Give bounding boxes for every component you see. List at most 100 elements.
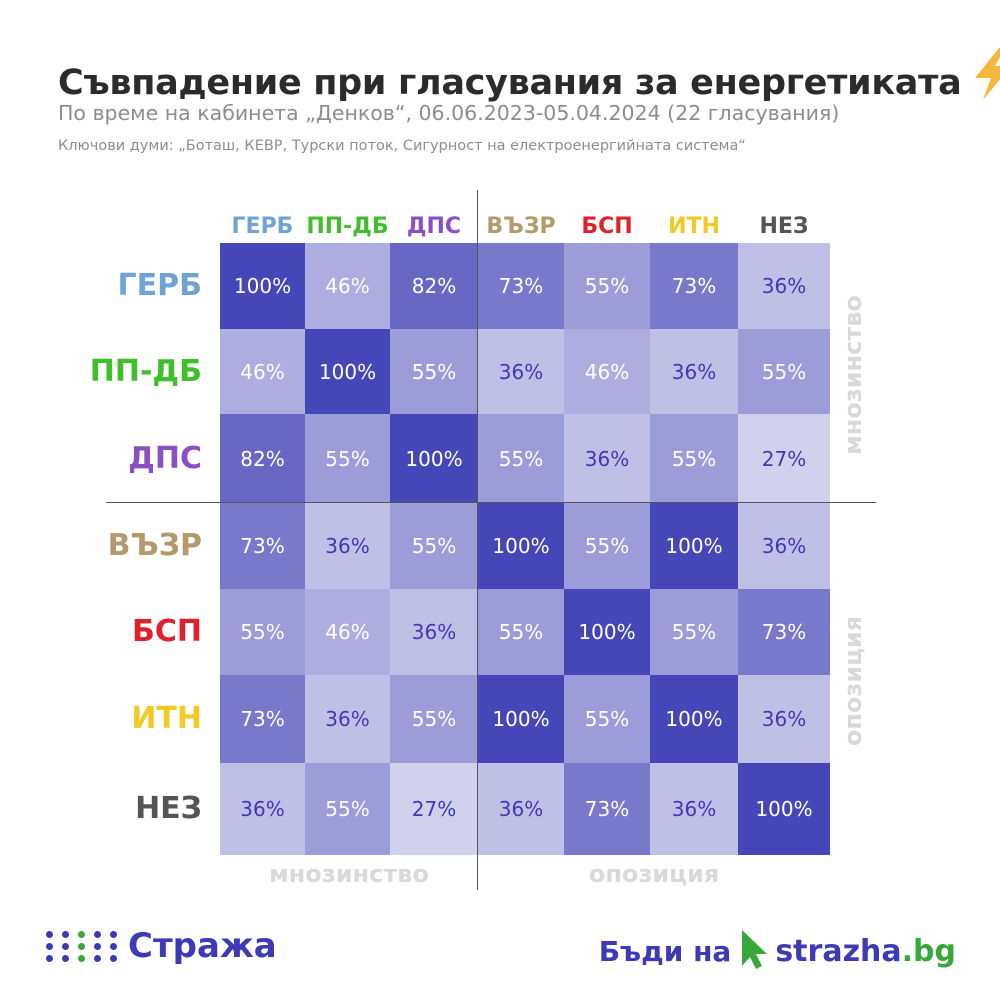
cell-value-label: 36% [761, 534, 807, 558]
heatmap-cell: 36% [478, 329, 564, 414]
cell-value-label: 36% [498, 797, 544, 821]
logo-dot [94, 954, 101, 962]
cell-value-label: 73% [240, 707, 285, 731]
row-label: НЕЗ [135, 791, 202, 826]
heatmap-cell: 100% [390, 414, 478, 503]
heatmap-cell: 73% [564, 763, 650, 855]
site-link[interactable]: strazha.bg [775, 934, 956, 969]
logo-dot [110, 954, 117, 962]
cell-value-label: 46% [325, 274, 370, 298]
column-label: ДПС [406, 214, 462, 239]
cell-value-label: 100% [233, 274, 292, 298]
cell-value-label: 46% [325, 620, 370, 644]
row-label: ВЪЗР [107, 528, 202, 563]
heatmap-cell: 55% [220, 589, 305, 675]
logo-dot [62, 954, 69, 962]
logo-dots-icon [46, 930, 118, 962]
cell-value-label: 55% [761, 359, 807, 384]
heatmap-cell: 73% [478, 243, 564, 329]
heatmap-cell: 55% [650, 414, 738, 503]
logo-dot [46, 942, 53, 950]
heatmap-cell: 100% [220, 243, 305, 329]
cell-value-label: 36% [240, 797, 285, 821]
heatmap-cell: 46% [220, 329, 305, 414]
heatmap-cell: 100% [650, 675, 738, 763]
cell-value-label: 27% [761, 446, 807, 471]
heatmap-cell: 55% [650, 589, 738, 675]
heatmap-cell: 36% [390, 589, 478, 675]
logo-dot [94, 942, 101, 950]
column-label: ВЪЗР [486, 214, 556, 239]
heatmap-cell: 36% [650, 329, 738, 414]
heatmap-cell: 46% [305, 589, 390, 675]
logo-dot [78, 930, 85, 938]
cell-value-label: 36% [325, 707, 370, 731]
cell-value-label: 100% [665, 534, 723, 558]
footer-cta[interactable]: Бъди на strazha.bg [599, 928, 956, 974]
heatmap-cell: 73% [650, 243, 738, 329]
column-label: ИТН [668, 214, 720, 239]
cell-value-label: 55% [240, 620, 285, 644]
cell-value-label: 82% [411, 274, 457, 298]
chart-keywords: Ключови думи: „Боташ, КЕВР, Турски поток… [58, 138, 746, 154]
cell-value-label: 46% [584, 359, 630, 384]
cell-value-label: 27% [411, 797, 457, 821]
cell-value-label: 100% [665, 707, 723, 731]
row-label: ДПС [128, 441, 202, 476]
cell-value-label: 73% [240, 534, 285, 558]
cell-value-label: 55% [411, 359, 457, 384]
heatmap-cell: 36% [305, 503, 390, 589]
cell-value-label: 55% [325, 797, 370, 821]
logo-dot [46, 954, 53, 962]
cursor-arrow-icon [739, 928, 769, 974]
heatmap-grid: 100% 46% 82% 73% 55% 73% 36% 46% 100% 55% 36% 46% 36… [220, 243, 830, 855]
cell-value-label: 36% [411, 620, 457, 644]
strazha-logo[interactable]: Стража [46, 926, 277, 966]
heatmap-cell: 55% [564, 243, 650, 329]
cell-value-label: 36% [325, 534, 370, 558]
cell-value-label: 55% [671, 620, 717, 644]
logo-dot [46, 930, 53, 938]
heatmap-cell: 73% [220, 503, 305, 589]
cell-value-label: 100% [492, 707, 550, 731]
cta-text: Бъди на [598, 934, 732, 968]
heatmap-cell: 73% [220, 675, 305, 763]
logo-dot [62, 942, 69, 950]
heatmap-cell: 100% [305, 329, 390, 414]
cell-value-label: 55% [584, 707, 630, 731]
heatmap-cell: 36% [738, 675, 830, 763]
heatmap-cell: 55% [390, 329, 478, 414]
cell-value-label: 46% [240, 359, 285, 384]
logo-dot [94, 930, 101, 938]
cell-value-label: 73% [498, 274, 544, 298]
logo-dot [78, 942, 85, 950]
heatmap-cell: 36% [738, 243, 830, 329]
heatmap-cell: 100% [650, 503, 738, 589]
cell-value-label: 36% [671, 797, 717, 821]
heatmap-cell: 55% [305, 414, 390, 503]
heatmap-cell: 100% [478, 503, 564, 589]
column-label: ПП-ДБ [306, 214, 389, 239]
heatmap-cell: 36% [305, 675, 390, 763]
cell-value-label: 36% [761, 274, 807, 298]
heatmap-cell: 55% [478, 414, 564, 503]
heatmap-cell: 36% [650, 763, 738, 855]
opposition-label-bottom: опозиция [588, 860, 720, 888]
chart-subtitle: По време на кабинета „Денков“, 06.06.202… [58, 101, 840, 125]
heatmap-cell: 36% [564, 414, 650, 503]
heatmap-cell: 100% [564, 589, 650, 675]
row-label: ПП-ДБ [89, 354, 202, 389]
group-divider-vertical [477, 190, 478, 890]
cell-value-label: 36% [498, 359, 544, 384]
row-label: БСП [132, 614, 202, 649]
cell-value-label: 82% [240, 446, 285, 471]
heatmap-cell: 55% [390, 675, 478, 763]
logo-dot [110, 930, 117, 938]
cell-value-label: 55% [671, 446, 717, 471]
cell-value-label: 55% [498, 446, 544, 471]
heatmap-cell: 82% [220, 414, 305, 503]
heatmap-cell: 46% [564, 329, 650, 414]
heatmap-cell: 27% [390, 763, 478, 855]
cell-value-label: 100% [578, 620, 636, 644]
heatmap-cell: 36% [478, 763, 564, 855]
